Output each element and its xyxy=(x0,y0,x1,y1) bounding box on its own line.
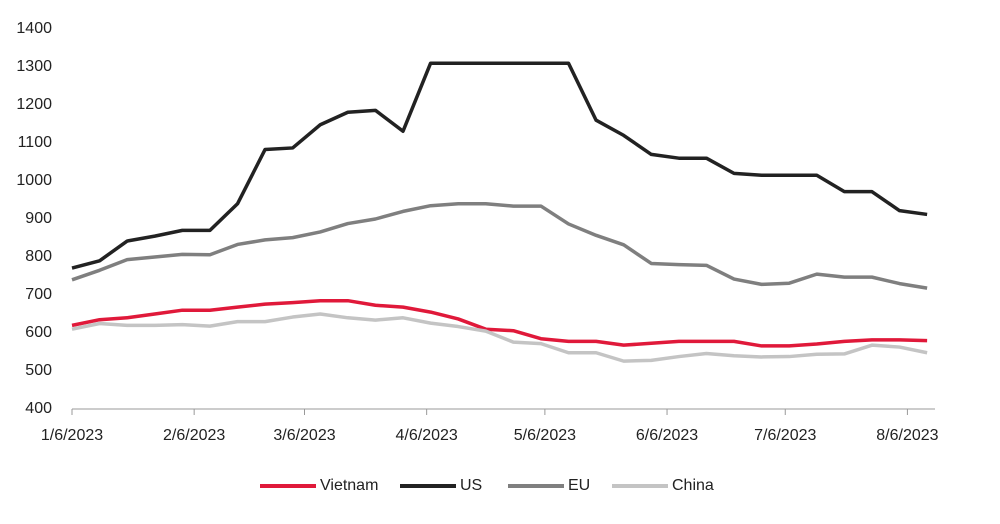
x-tick-label: 1/6/2023 xyxy=(41,427,103,444)
legend-label: China xyxy=(672,477,714,494)
y-tick-label: 1400 xyxy=(16,20,52,37)
y-tick-label: 1200 xyxy=(16,96,52,113)
y-tick-label: 1300 xyxy=(16,58,52,75)
y-tick-label: 700 xyxy=(25,286,52,303)
legend-label: EU xyxy=(568,477,590,494)
x-tick-label: 6/6/2023 xyxy=(636,427,698,444)
legend-label: Vietnam xyxy=(320,477,378,494)
legend-label: US xyxy=(460,477,482,494)
series-line xyxy=(71,61,928,270)
x-tick-label: 3/6/2023 xyxy=(273,427,335,444)
y-tick-label: 500 xyxy=(25,362,52,379)
x-tick-label: 2/6/2023 xyxy=(163,427,225,444)
x-tick-label: 4/6/2023 xyxy=(396,427,458,444)
series-line xyxy=(71,202,928,290)
y-tick-label: 600 xyxy=(25,324,52,341)
y-tick-label: 900 xyxy=(25,210,52,227)
y-tick-label: 1000 xyxy=(16,172,52,189)
y-tick-label: 400 xyxy=(25,400,52,417)
series-line xyxy=(71,298,928,348)
series-line xyxy=(71,312,928,363)
x-tick-label: 5/6/2023 xyxy=(514,427,576,444)
y-tick-label: 800 xyxy=(25,248,52,265)
y-tick-label: 1100 xyxy=(18,134,53,151)
x-tick-label: 8/6/2023 xyxy=(876,427,938,444)
x-tick-label: 7/6/2023 xyxy=(754,427,816,444)
